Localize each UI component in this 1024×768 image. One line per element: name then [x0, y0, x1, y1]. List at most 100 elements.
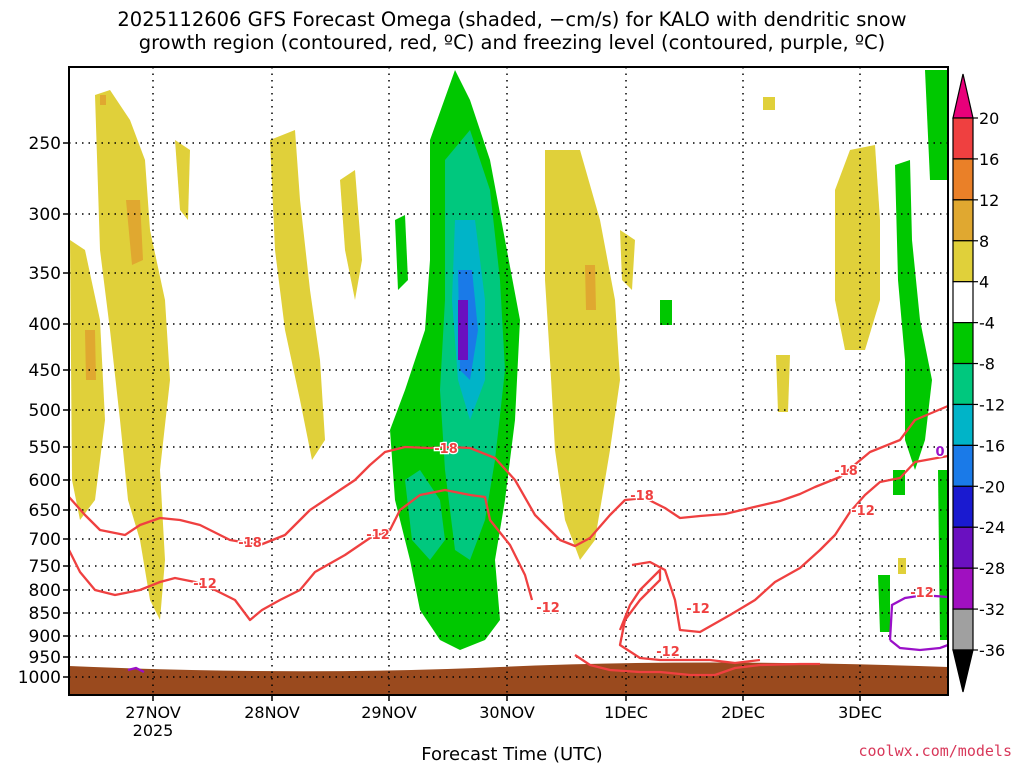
shaded-regions [70, 70, 948, 650]
shaded-region [925, 70, 948, 180]
shaded-region [660, 300, 672, 325]
y-axis: 250 300 350 400 450 500 550 600 650 700 750 800 850 9… [18, 134, 69, 688]
x-tick-label: 1DEC [604, 703, 648, 722]
colorbar-box [952, 158, 974, 201]
colorbar-box [952, 362, 974, 406]
shaded-region [895, 160, 932, 470]
shaded-region [175, 140, 190, 220]
shaded-region [835, 145, 880, 350]
colorbar-box [952, 281, 974, 324]
contour-label: -12 [910, 586, 934, 601]
contour-label: -12 [193, 577, 217, 592]
y-tick-label: 300 [29, 205, 61, 225]
y-tick-label: 250 [29, 134, 61, 154]
contour-label: 0 [935, 445, 944, 460]
y-tick-label: 350 [29, 264, 61, 284]
shaded-region [776, 355, 790, 412]
shaded-region [85, 330, 96, 380]
colorbar-box [952, 322, 974, 365]
colorbar-box [952, 199, 974, 242]
y-tick-label: 600 [29, 471, 61, 491]
colorbar-tick-label: -32 [979, 600, 1005, 619]
colorbar-tick-label: -8 [979, 355, 995, 374]
colorbar-tick-label: -36 [979, 641, 1005, 660]
x-tick-label: 30NOV [479, 703, 535, 722]
freezing-level-contour [888, 594, 949, 652]
y-tick-label: 900 [29, 627, 61, 647]
x-tick-label: 3DEC [838, 703, 882, 722]
y-tick-label: 500 [29, 401, 61, 421]
y-tick-label: 750 [29, 557, 61, 577]
y-tick-label: 550 [29, 438, 61, 458]
shaded-region [395, 215, 408, 290]
freezing-level-contour [127, 666, 145, 674]
colorbar-arrow-bottom [952, 649, 974, 693]
contour-label: -12 [366, 528, 390, 543]
temperature-contour [574, 654, 820, 677]
shaded-region [878, 575, 890, 632]
colorbar-box [952, 608, 974, 651]
contour-label: -18 [630, 489, 654, 504]
y-tick-label: 650 [29, 501, 61, 521]
colorbar-box [952, 485, 974, 528]
x-tick-label: 28NOV [244, 703, 300, 722]
x-tick-label: 2025 [133, 721, 174, 740]
y-tick-label: 800 [29, 581, 61, 601]
colorbar-tick-label: -12 [979, 395, 1005, 414]
contour-label: -18 [238, 536, 262, 551]
colorbar-tick-label: -24 [979, 518, 1005, 537]
x-tick-label: 2DEC [721, 703, 765, 722]
shaded-region [620, 230, 635, 290]
y-tick-label: 850 [29, 604, 61, 624]
colorbar-box [952, 567, 974, 610]
y-tick-label: 450 [29, 361, 61, 381]
contour-label: -18 [834, 464, 858, 479]
x-tick-label: 27NOV [125, 703, 181, 722]
y-tick-label: 1000 [18, 668, 61, 688]
colorbar-box [952, 403, 974, 446]
temperature-contour [618, 568, 761, 665]
y-tick-label: 700 [29, 530, 61, 550]
temperature-contour [631, 454, 949, 634]
chart-title: 2025112606 GFS Forecast Omega (shaded, −… [117, 8, 907, 54]
credit-link[interactable]: coolwx.com/models [858, 742, 1012, 760]
ground-fill [69, 662, 948, 695]
x-tick-label: 29NOV [361, 703, 417, 722]
plot-frame [68, 66, 949, 696]
y-tick-label: 400 [29, 315, 61, 335]
shaded-region [100, 150, 135, 300]
shaded-region [585, 265, 596, 310]
shaded-region [458, 300, 468, 360]
shaded-region [763, 97, 775, 110]
colorbar-tick-label: -4 [979, 314, 995, 333]
colorbar-box [952, 240, 974, 283]
colorbar-tick-label: 8 [979, 232, 989, 251]
colorbar-tick-label: 20 [979, 109, 999, 128]
shaded-region [126, 200, 143, 265]
contour-label: -12 [851, 504, 875, 519]
shaded-region [545, 150, 620, 560]
grid [69, 67, 948, 695]
y-tick-label: 950 [29, 648, 61, 668]
colorbar-tick-label: -16 [979, 436, 1005, 455]
contour-label: -12 [656, 645, 680, 660]
temperature-contour [68, 404, 949, 548]
colorbar-tick-label: 12 [979, 191, 999, 210]
colorbar-tick-label: 16 [979, 150, 999, 169]
colorbar-arrow-top [952, 73, 974, 119]
shaded-region [100, 95, 106, 105]
colorbar: 20 16 12 8 4 -4 -8 -12 -16 -20 -24 -28 -32 -36 [952, 73, 1005, 693]
colorbar-tick-label: 4 [979, 273, 989, 292]
colorbar-tick-label: -28 [979, 559, 1005, 578]
x-axis-label: Forecast Time (UTC) [421, 744, 603, 765]
colorbar-box [952, 526, 974, 569]
colorbar-box [952, 117, 974, 160]
shaded-region [340, 170, 362, 300]
colorbar-tick-label: -20 [979, 477, 1005, 496]
temperature-contour [67, 488, 534, 622]
colorbar-box [952, 444, 974, 487]
contour-label: -12 [536, 601, 560, 616]
shaded-region [938, 470, 948, 640]
shaded-region [270, 130, 325, 460]
